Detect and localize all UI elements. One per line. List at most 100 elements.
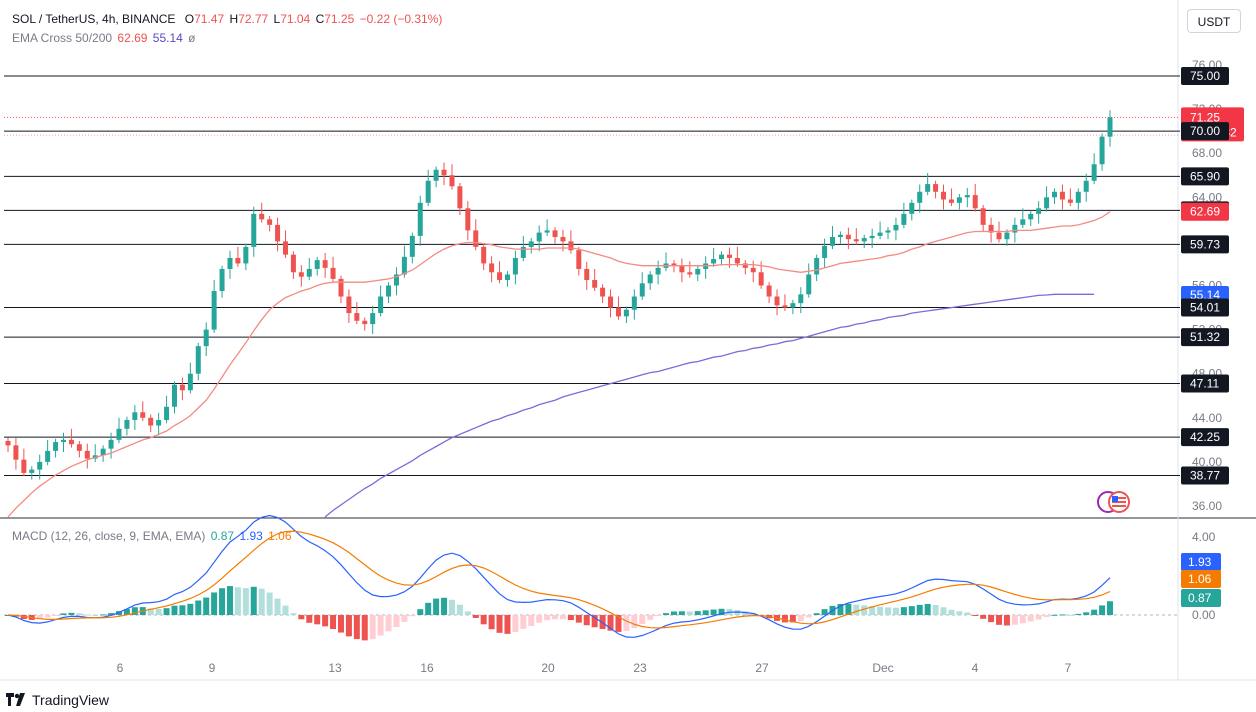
macd-histogram-bar — [1051, 614, 1058, 616]
price-label-box — [1181, 67, 1229, 86]
candle — [822, 238, 828, 268]
candle-body — [711, 259, 717, 264]
macd-histogram-bar — [187, 603, 194, 615]
candle-body — [5, 440, 11, 446]
candle — [195, 342, 201, 381]
price-label-box — [1181, 374, 1229, 393]
macd-histogram-bar — [242, 588, 249, 615]
macd-histogram-bar — [504, 615, 511, 634]
candle-body — [473, 230, 479, 247]
time-tick-label: 4 — [972, 661, 979, 675]
candle-body — [132, 412, 138, 421]
change-value: −0.22 (−0.31%) — [359, 12, 443, 26]
macd-histogram-bar — [607, 615, 614, 631]
macd-histogram-bar — [123, 609, 130, 615]
candle — [536, 225, 542, 252]
macd-histogram-bar — [972, 615, 979, 616]
indicator-flag-icon[interactable] — [1097, 490, 1133, 519]
candle — [1067, 188, 1073, 207]
candle-body — [822, 245, 828, 258]
macd-label-text: 0.87 — [1188, 591, 1212, 605]
currency-button[interactable]: USDT — [1187, 9, 1241, 33]
macd-histogram-bar — [877, 606, 884, 615]
candle — [354, 302, 360, 325]
macd-histogram-bar — [718, 608, 725, 615]
candle-body — [465, 208, 471, 231]
candle — [290, 251, 296, 279]
candle — [600, 284, 606, 304]
macd-hist-value: 0.87 — [210, 529, 235, 543]
macd-signal-value: 1.06 — [268, 529, 292, 543]
macd-histogram-bar — [678, 611, 685, 615]
candle — [29, 466, 35, 480]
candle — [140, 401, 146, 422]
candle — [766, 282, 772, 304]
candle-body — [1107, 117, 1113, 137]
macd-histogram-bar — [900, 607, 907, 615]
candle-body — [1004, 232, 1010, 240]
candle — [933, 180, 939, 199]
macd-histogram-bar — [1075, 613, 1082, 615]
price-label-dark: 42.25 — [1181, 428, 1229, 447]
price-label-ema50: 62.69 — [1181, 202, 1229, 221]
symbol-legend: SOL / TetherUS, 4h, BINANCE O71.47 H72.7… — [12, 12, 444, 26]
price-tick-label: 68.00 — [1192, 146, 1222, 160]
candle-body — [243, 246, 249, 264]
macd-histogram-bar — [314, 615, 321, 625]
candle — [964, 187, 970, 208]
candle — [227, 250, 233, 279]
candle — [21, 448, 27, 477]
candle — [251, 206, 257, 257]
price-label-text: 71.25 — [1190, 110, 1220, 124]
tradingview-logo[interactable]: TradingView — [6, 692, 109, 708]
candle — [750, 260, 756, 283]
candle-body — [497, 272, 503, 280]
macd-histogram-bar — [813, 613, 820, 615]
macd-histogram-bar — [1027, 615, 1034, 622]
candle — [592, 268, 598, 292]
candle-body — [964, 195, 970, 198]
candle — [243, 243, 249, 271]
candle-body — [639, 283, 645, 297]
candle-body — [726, 254, 732, 258]
low-label: L — [273, 12, 281, 26]
macd-histogram-bar — [171, 605, 178, 615]
candle — [608, 289, 614, 318]
candle — [544, 219, 550, 236]
ema-legend: EMA Cross 50/200 62.69 55.14 ø — [12, 31, 198, 45]
candle-body — [845, 234, 851, 240]
candle-body — [386, 285, 392, 297]
candle — [901, 202, 907, 229]
candle-body — [814, 257, 820, 275]
open-label: O — [184, 12, 195, 26]
macd-histogram-bar — [559, 615, 566, 620]
macd-histogram-bar — [544, 615, 551, 621]
candle-body — [37, 461, 43, 470]
candle — [512, 250, 518, 285]
candle — [306, 257, 312, 280]
time-tick-label: 13 — [328, 661, 342, 675]
time-tick-label: Dec — [872, 661, 893, 675]
price-label-text: 51.32 — [1190, 330, 1220, 344]
macd-histogram-bar — [964, 612, 971, 615]
candle-body — [608, 296, 614, 308]
candle — [156, 412, 162, 436]
macd-histogram-bar — [20, 615, 27, 620]
candle-body — [806, 274, 812, 295]
macd-histogram-bar — [377, 615, 384, 636]
candle — [386, 282, 392, 304]
candle-body — [282, 241, 288, 255]
candle-body — [853, 239, 859, 242]
macd-label-hist: 0.87 — [1181, 589, 1221, 607]
candle — [917, 184, 923, 213]
candle-body — [251, 213, 257, 247]
candle-body — [552, 230, 558, 237]
candle — [837, 231, 843, 244]
candle — [409, 232, 415, 264]
candle — [1091, 153, 1097, 185]
macd-histogram-bar — [663, 613, 670, 615]
macd-label-signal: 1.06 — [1181, 570, 1221, 588]
macd-histogram-bar — [567, 615, 574, 621]
candle-body — [512, 257, 518, 275]
